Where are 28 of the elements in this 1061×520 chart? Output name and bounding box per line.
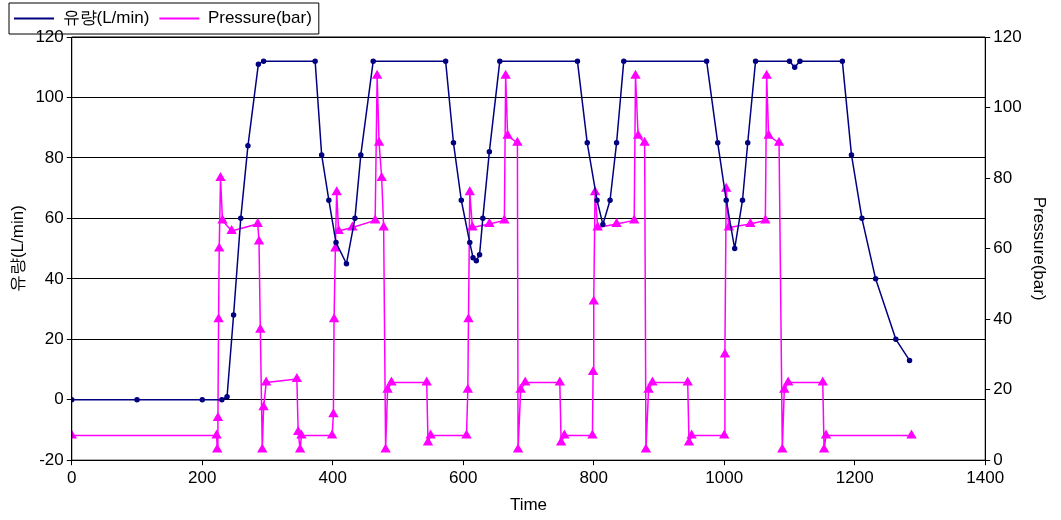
y-axis-title: 유량(L/min)	[7, 205, 27, 293]
x-tick-label: 400	[318, 468, 347, 488]
legend-label: Pressure(bar)	[207, 8, 312, 28]
x-tick-label: 1000	[705, 468, 744, 488]
legend-label: 유량(L/min)	[62, 8, 150, 28]
x-tick-label: 1400	[966, 468, 1005, 488]
y2-tick-label: 120	[993, 26, 1022, 46]
x-tick-label: 200	[188, 468, 217, 488]
y-tick-label: -20	[39, 449, 64, 469]
y2-tick-label: 40	[993, 308, 1013, 328]
y2-tick-label: 0	[993, 449, 1003, 469]
y2-tick-label: 80	[993, 167, 1013, 187]
y2-axis-title: Pressure(bar)	[1030, 196, 1050, 301]
x-tick-label: 600	[449, 468, 478, 488]
y-tick-label: 80	[44, 147, 64, 167]
x-axis-title: Time	[509, 495, 548, 515]
y-tick-label: 100	[35, 87, 64, 107]
x-tick-label: 800	[579, 468, 608, 488]
y2-tick-label: 60	[993, 238, 1013, 258]
y2-tick-label: 100	[993, 97, 1022, 117]
y2-tick-label: 20	[993, 379, 1013, 399]
x-tick-label: 1200	[835, 468, 874, 488]
y-tick-label: 0	[54, 389, 64, 409]
y-tick-label: 60	[44, 208, 64, 228]
x-tick-label: 0	[67, 468, 77, 488]
y-tick-label: 20	[44, 328, 64, 348]
y-tick-label: 120	[35, 26, 64, 46]
y-tick-label: 40	[44, 268, 64, 288]
